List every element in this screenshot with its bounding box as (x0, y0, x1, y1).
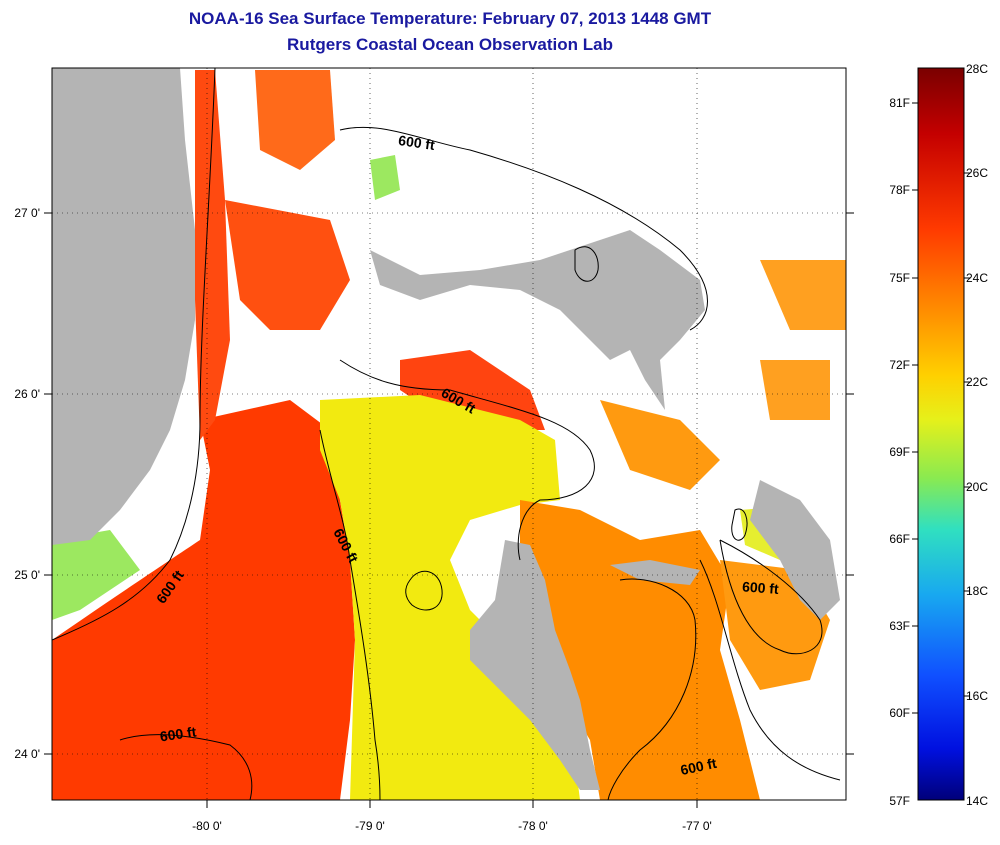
colorbar-fahrenheit-labels: 81F 78F 75F 72F 69F 66F 63F 60F 57F (889, 96, 910, 808)
sst-coastal-red-strip (195, 70, 230, 440)
cb-label-81f: 81F (889, 96, 910, 110)
sst-orange-region-east (520, 500, 760, 800)
contour-central (339, 359, 595, 561)
axis-ticks (44, 212, 854, 808)
contour-exuma-sound (719, 539, 823, 655)
lat-axis-labels: 27 0' 26 0' 25 0' 24 0' (14, 206, 40, 761)
contour-little-bahama-north (339, 126, 708, 331)
map-subtitle: Rutgers Coastal Ocean Observation Lab (287, 35, 613, 54)
sst-orange-patch-e (760, 360, 830, 420)
map-frame (51, 67, 847, 801)
cb-label-18c: 18C (966, 584, 988, 598)
lat-label-24: 24 0' (14, 747, 40, 761)
sst-green-shelf (52, 530, 140, 620)
cb-label-24c: 24C (966, 271, 988, 285)
cb-label-66f: 66F (889, 532, 910, 546)
sst-field (52, 70, 846, 800)
cb-label-75f: 75F (889, 271, 910, 285)
cb-label-72f: 72F (889, 358, 910, 372)
andros-land (470, 540, 600, 790)
map-panel: 600 ft 600 ft 600 ft 600 ft 600 ft 600 f… (52, 68, 846, 800)
grand-bahama-abaco-land (370, 230, 705, 410)
cb-label-57f: 57F (889, 794, 910, 808)
lon-label-77: -77 0' (682, 819, 712, 833)
lon-label-78: -78 0' (518, 819, 548, 833)
lat-label-27: 27 0' (14, 206, 40, 220)
colorbar-celsius-labels: 28C 26C 24C 22C 20C 18C 16C 14C (966, 62, 988, 808)
cb-label-20c: 20C (966, 480, 988, 494)
contour-cay-sal (119, 734, 253, 800)
colorbar-ticks (912, 102, 970, 714)
contour-label-5: 600 ft (742, 578, 780, 597)
sst-warm-red-region (52, 400, 355, 800)
contour-loop-2 (731, 508, 748, 541)
contour-straits (319, 429, 381, 800)
lat-lon-grid (52, 68, 846, 800)
cb-label-60f: 60F (889, 706, 910, 720)
lon-axis-labels: -80 0' -79 0' -78 0' -77 0' (192, 819, 712, 833)
contour-label-1: 600 ft (397, 132, 436, 153)
lon-label-79: -79 0' (355, 819, 385, 833)
land-masses (52, 68, 840, 790)
lat-label-26: 26 0' (14, 387, 40, 401)
lon-label-80: -80 0' (192, 819, 222, 833)
cb-label-69f: 69F (889, 445, 910, 459)
cb-label-63f: 63F (889, 619, 910, 633)
depth-contours (52, 68, 841, 800)
sst-orange-patch-ne (760, 260, 846, 330)
contour-label-6: 600 ft (159, 723, 198, 744)
sst-green-patch-1 (370, 155, 400, 200)
cb-label-16c: 16C (966, 689, 988, 703)
map-title: NOAA-16 Sea Surface Temperature: Februar… (188, 9, 712, 28)
contour-label-7: 600 ft (679, 755, 718, 778)
title-block: NOAA-16 Sea Surface Temperature: Februar… (0, 6, 900, 58)
contour-exuma-east (699, 559, 841, 781)
contour-florida-shelf (52, 68, 216, 641)
contour-tongue-ocean (607, 578, 697, 800)
eleuthera-land (750, 480, 840, 620)
cb-label-22c: 22C (966, 375, 988, 389)
florida-land (52, 68, 195, 545)
new-providence-land (610, 560, 700, 585)
colorbar (917, 67, 965, 801)
cb-label-28c: 28C (966, 62, 988, 76)
contour-loop-3 (574, 246, 599, 282)
sst-red-patch-north (225, 200, 350, 330)
sst-orange-patch-mid (600, 400, 720, 490)
sst-red-patch-top (255, 70, 335, 170)
cb-label-26c: 26C (966, 166, 988, 180)
contour-loop-1 (405, 570, 443, 611)
cb-label-14c: 14C (966, 794, 988, 808)
lat-label-25: 25 0' (14, 568, 40, 582)
cb-label-78f: 78F (889, 183, 910, 197)
